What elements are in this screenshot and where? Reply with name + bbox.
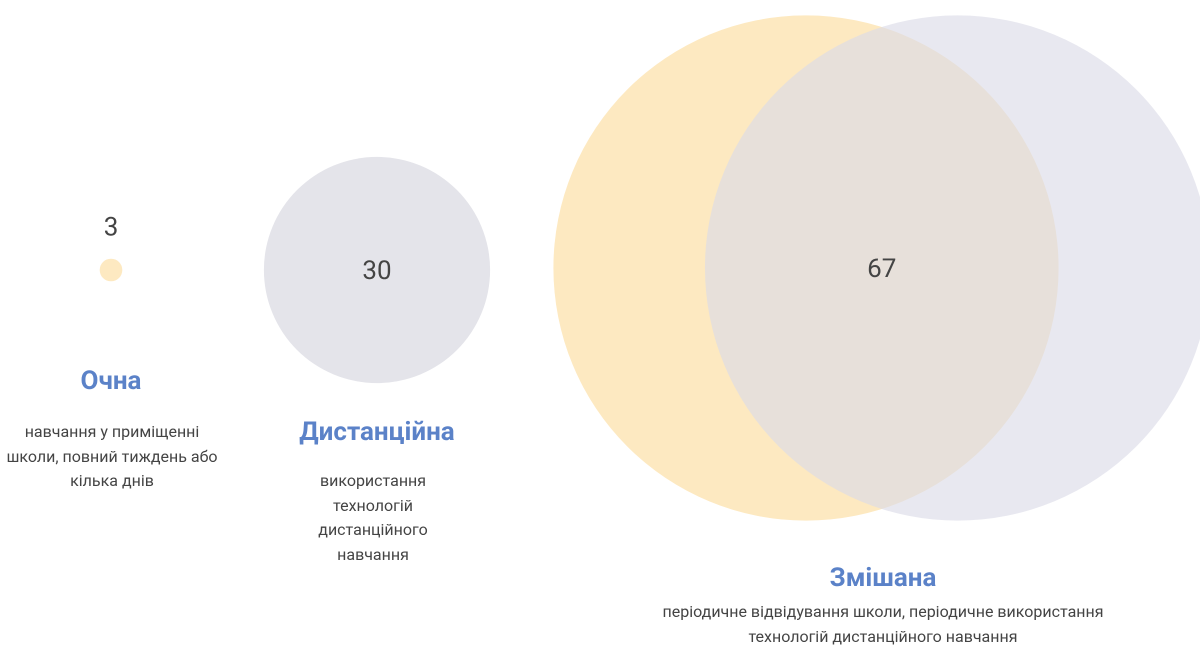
category-description: періодичне відвідування школи, періодичн… bbox=[662, 602, 1104, 646]
category-title: Дистанційна bbox=[299, 417, 455, 447]
value-label: 67 bbox=[867, 254, 896, 284]
bubble bbox=[705, 15, 1200, 521]
category-title: Змішана bbox=[829, 563, 937, 593]
value-label: 30 bbox=[362, 256, 391, 286]
category-description: використання технологій дистанційного на… bbox=[318, 471, 428, 564]
value-label: 3 bbox=[104, 213, 119, 243]
category-description: навчання у приміщенні школи, повний тижд… bbox=[6, 422, 218, 490]
bubble bbox=[263, 156, 491, 384]
bubble bbox=[99, 258, 123, 282]
category-title: Очна bbox=[80, 366, 142, 396]
